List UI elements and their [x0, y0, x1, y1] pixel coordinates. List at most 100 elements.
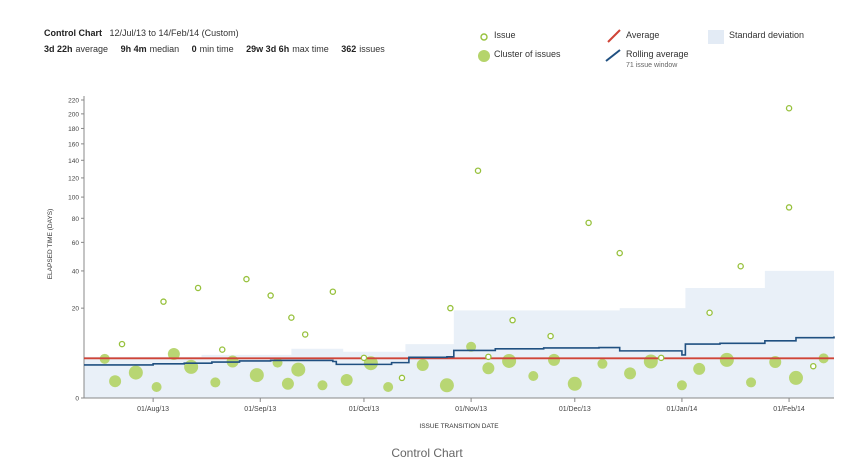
issue-point: [160, 298, 167, 305]
y-tick-label: 120: [68, 175, 79, 182]
x-tick-label: 01/Feb/14: [773, 406, 805, 413]
legend: Issue Cluster of issues Average Rolling …: [0, 28, 854, 98]
cluster-point: [502, 353, 517, 368]
cluster-point: [128, 365, 143, 380]
y-tick-label: 80: [72, 216, 80, 223]
cluster-point: [184, 359, 199, 374]
cluster-point: [281, 377, 294, 390]
chart-title: Control Chart: [44, 28, 102, 38]
cluster-point: [210, 377, 221, 388]
stat-median: 9h 4m median: [120, 44, 180, 54]
cluster-point: [548, 353, 561, 366]
issue-point: [810, 362, 817, 370]
issue-point: [447, 304, 454, 312]
cluster-point: [624, 367, 637, 380]
legend-rolling[interactable]: Rolling average 71 issue window: [626, 49, 689, 69]
issue-point: [706, 309, 713, 317]
cluster-point: [291, 362, 306, 377]
cluster-point: [109, 375, 122, 388]
cluster-point: [482, 362, 495, 375]
y-axis-title: ELAPSED TIME (DAYS): [47, 209, 54, 280]
y-tick-label: 180: [68, 126, 79, 133]
y-tick-label: 100: [68, 195, 79, 202]
chart-header: Control Chart 12/Jul/13 to 14/Feb/14 (Cu…: [44, 28, 395, 54]
cluster-point: [597, 358, 608, 369]
issue-point: [218, 346, 226, 353]
stat-issues: 362 issues: [341, 44, 385, 54]
legend-cluster-marker: [478, 50, 490, 62]
y-tick-label: 200: [68, 111, 79, 118]
rolling-average-line: [84, 336, 835, 366]
x-tick-label: 01/Sep/13: [244, 406, 276, 413]
stat-min-time: 0 min time: [191, 44, 234, 54]
cluster-point: [439, 378, 454, 393]
legend-cluster[interactable]: Cluster of issues: [494, 49, 561, 59]
issue-point: [301, 331, 309, 338]
cluster-point: [363, 356, 378, 371]
issue-point: [785, 104, 793, 112]
header-title-row: Control Chart 12/Jul/13 to 14/Feb/14 (Cu…: [44, 28, 395, 38]
issue-point: [118, 340, 126, 348]
y-tick-label: 60: [72, 240, 80, 247]
cluster-point: [788, 370, 803, 385]
cluster-point: [340, 374, 353, 387]
x-tick-label: 01/Oct/13: [349, 406, 379, 413]
issue-point: [243, 275, 250, 283]
std-dev-band: [84, 258, 834, 398]
cluster-point: [383, 381, 394, 392]
legend-average[interactable]: Average: [626, 30, 660, 40]
cluster-point: [746, 377, 757, 388]
legend-issue-marker: [480, 33, 488, 41]
issue-point: [785, 204, 793, 211]
issue-point: [329, 288, 337, 295]
issue-point: [485, 353, 492, 361]
issue-point: [267, 292, 274, 299]
y-tick-label: 220: [68, 98, 79, 105]
issue-point: [474, 167, 482, 174]
legend-rolling-window: 71 issue window: [626, 62, 678, 69]
x-tick-label: 01/Nov/13: [455, 406, 487, 413]
issue-point: [509, 316, 516, 324]
cluster-point: [151, 381, 162, 392]
cluster-point: [317, 380, 328, 391]
x-axis-title: ISSUE TRANSITION DATE: [419, 423, 499, 430]
cluster-point: [167, 347, 180, 360]
x-tick-label: 01/Dec/13: [559, 406, 591, 413]
stat-max-time: 29w 3d 6h max time: [246, 44, 329, 54]
issue-point: [360, 354, 368, 362]
y-tick-label: 140: [68, 158, 79, 165]
y-tick-label: 20: [72, 306, 80, 313]
cluster-point: [528, 370, 539, 381]
cluster-point: [643, 354, 658, 369]
x-tick-label: 01/Aug/13: [137, 406, 169, 413]
x-tick-label: 01/Jan/14: [667, 406, 698, 413]
issue-point: [585, 219, 592, 227]
issue-point: [616, 249, 623, 257]
cluster-point: [567, 376, 582, 391]
legend-rolling-marker: [605, 49, 621, 62]
stat-average: 3d 22h average: [44, 44, 109, 54]
issue-point: [657, 354, 665, 362]
cluster-point: [416, 358, 429, 371]
cluster-point: [693, 362, 706, 375]
issue-point: [194, 284, 202, 292]
issue-point: [288, 314, 295, 321]
legend-stddev-marker: [708, 30, 724, 44]
cluster-point: [466, 341, 477, 352]
y-tick-label: 160: [68, 141, 79, 148]
cluster-point: [676, 380, 687, 391]
legend-average-marker: [607, 29, 621, 43]
legend-issue[interactable]: Issue: [494, 30, 516, 40]
date-range: 12/Jul/13 to 14/Feb/14 (Custom): [109, 28, 239, 38]
issue-point: [398, 374, 406, 382]
cluster-point: [249, 368, 264, 383]
stats-row: 3d 22h average 9h 4m median 0 min time 29w …: [44, 44, 395, 54]
issue-point: [547, 332, 554, 340]
legend-stddev[interactable]: Standard deviation: [729, 30, 805, 40]
y-tick-label: 0: [75, 396, 79, 403]
y-tick-label: 40: [72, 268, 80, 275]
issue-point: [737, 263, 744, 270]
cluster-point: [719, 352, 734, 367]
figure-caption: Control Chart: [391, 446, 463, 460]
